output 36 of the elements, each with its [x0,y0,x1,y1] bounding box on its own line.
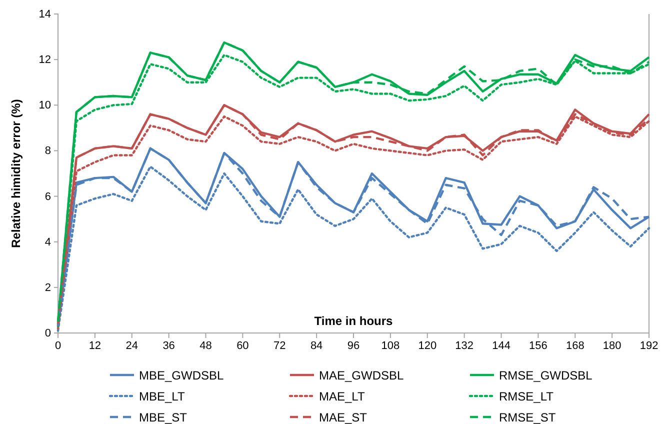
legend-label: RMSE_GWDSBL [499,368,593,382]
y-tick-label: 2 [44,282,51,294]
x-tick-label: 96 [347,340,360,352]
x-tick-label: 72 [274,340,286,352]
x-tick-label: 0 [54,340,62,352]
y-tick-label: 0 [44,328,51,340]
x-tick-label: 168 [566,340,584,352]
x-tick-label: 180 [602,340,622,352]
y-tick-label: 6 [44,190,51,203]
legend-label: MBE_LT [139,390,186,404]
y-tick-label: 4 [44,236,51,248]
x-tick-label: 144 [492,340,510,352]
y-tick-label: 8 [44,145,51,158]
legend-label: MBE_GWDSBL [139,368,224,382]
x-tick-label: 192 [640,340,658,352]
y-tick-label: 14 [38,8,51,21]
x-tick-label: 60 [236,340,249,352]
legend-label: RMSE_LT [499,390,554,404]
y-tick-label: 10 [38,100,51,112]
x-tick-label: 156 [529,340,548,352]
x-axis-title: Time in hours [314,314,394,328]
legend-label: MBE_ST [139,410,188,424]
x-tick-label: 12 [88,340,102,352]
y-axis-title: Relative himidity error (%) [9,99,23,248]
x-tick-label: 132 [455,340,474,352]
y-tick-label: 12 [38,54,51,66]
x-tick-label: 120 [418,340,437,352]
legend-label: MAE_ST [319,410,368,424]
x-tick-label: 108 [381,340,400,352]
legend-label: RMSE_ST [499,410,556,424]
x-tick-label: 48 [200,340,212,352]
x-tick-label: 36 [162,340,175,352]
legend-label: MAE_GWDSBL [319,368,404,382]
legend-label: MAE_LT [319,390,366,404]
x-tick-label: 24 [126,340,138,352]
x-tick-label: 84 [310,340,323,352]
